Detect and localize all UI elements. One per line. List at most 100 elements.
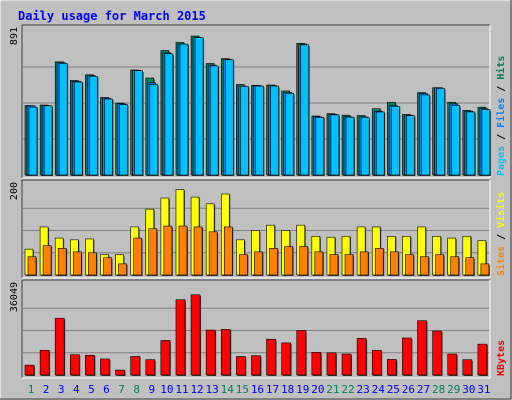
bar-hits-pages-day-23: [360, 117, 371, 176]
bar-kbytes-kbytes-day-16: [251, 355, 262, 376]
panel-hits-legend-item-4: Hits: [495, 56, 507, 80]
x-tick-label-day-8: 8: [133, 383, 140, 396]
bar-visits-sites-day-3: [57, 248, 68, 276]
bar-fill: [432, 330, 442, 376]
bar-hits-pages-day-3: [58, 63, 69, 176]
bar-fill: [447, 353, 458, 376]
panel-hits-legend-item-2: Files: [495, 98, 507, 128]
bar-fill: [88, 252, 97, 276]
bar-fill: [130, 356, 140, 376]
bar-fill: [462, 359, 473, 376]
bar-hits-pages-day-17: [270, 85, 280, 176]
bar-fill: [220, 329, 231, 376]
bar-fill: [175, 299, 186, 376]
bar-fill: [42, 245, 52, 276]
panel-visits-legend-item-2: Visits: [495, 192, 507, 228]
bar-visits-sites-day-14: [223, 226, 234, 276]
bar-fill: [405, 254, 414, 276]
bar-fill: [270, 85, 279, 176]
bar-fill: [341, 353, 352, 376]
x-tick-label-day-5: 5: [88, 383, 95, 396]
panel-visits-legend-item-0: Sites: [495, 246, 507, 276]
x-tick-label-day-18: 18: [281, 383, 294, 396]
bar-visits-sites-day-30: [465, 257, 475, 276]
bar-visits-sites-day-6: [103, 257, 113, 276]
bar-kbytes-kbytes-day-24: [371, 350, 383, 376]
panel-visits-max-label: 200: [9, 182, 20, 200]
bar-kbytes-kbytes-day-20: [311, 351, 322, 376]
bar-fill: [145, 359, 156, 376]
bar-fill: [115, 369, 125, 376]
bar-fill: [391, 106, 400, 176]
bar-fill: [417, 320, 427, 376]
bar-kbytes-kbytes-day-10: [160, 340, 171, 376]
bar-hits-pages-day-20: [315, 117, 325, 176]
panel-kbytes: 36049 KBytes: [9, 279, 507, 379]
bar-kbytes-kbytes-day-14: [220, 329, 232, 376]
bar-fill: [209, 65, 219, 176]
bar-kbytes-kbytes-day-26: [402, 337, 413, 376]
bar-kbytes-kbytes-day-2: [39, 350, 51, 376]
x-tick-label-day-24: 24: [372, 383, 386, 396]
bar-kbytes-kbytes-day-25: [387, 359, 398, 376]
bar-fill: [266, 338, 276, 376]
chart-panels: 891 Pages / Files / Hits 200 Sites / Visits…: [9, 24, 507, 379]
bar-kbytes-kbytes-day-3: [54, 317, 66, 376]
bar-visits-sites-day-24: [374, 248, 385, 276]
bar-fill: [73, 81, 83, 176]
bar-visits-sites-day-31: [480, 263, 490, 276]
x-tick-label-day-27: 27: [417, 383, 430, 396]
bar-fill: [299, 246, 309, 276]
bar-fill: [477, 343, 488, 376]
bar-kbytes-kbytes-day-15: [236, 356, 247, 376]
panel-kbytes-max-label: 36049: [9, 282, 20, 312]
bar-fill: [239, 254, 248, 276]
bar-visits-sites-day-21: [329, 254, 339, 276]
panel-hits-legend-item-1: /: [496, 128, 507, 146]
bar-kbytes-kbytes-day-4: [69, 354, 81, 376]
bar-visits-sites-day-2: [42, 245, 53, 276]
panel-hits-legend-item-0: Pages: [496, 146, 507, 176]
bar-kbytes-kbytes-day-22: [341, 353, 353, 376]
bar-hits-pages-day-16: [255, 85, 265, 176]
bar-fill: [57, 248, 67, 276]
bar-fill: [104, 98, 113, 176]
bar-hits-pages-day-21: [330, 114, 340, 176]
bar-kbytes-kbytes-day-31: [477, 343, 488, 376]
bar-fill: [480, 263, 490, 276]
x-tick-label-day-23: 23: [357, 383, 370, 396]
panel-kbytes-legend-item-0: KBytes: [496, 340, 507, 376]
x-tick-label-day-17: 17: [266, 383, 279, 396]
panel-hits-legend-item-3: /: [496, 80, 507, 98]
x-tick-label-day-3: 3: [58, 383, 65, 396]
bar-fill: [315, 117, 325, 176]
bar-fill: [27, 256, 37, 276]
bar-fill: [223, 226, 233, 276]
x-tick-label-day-2: 2: [43, 383, 50, 396]
bar-kbytes-kbytes-day-13: [205, 329, 217, 376]
bar-fill: [178, 225, 188, 276]
bar-fill: [208, 231, 218, 276]
x-tick-label-day-11: 11: [175, 383, 188, 396]
x-tick-label-day-16: 16: [251, 383, 264, 396]
bar-fill: [359, 251, 369, 276]
bar-fill: [281, 342, 291, 376]
x-tick-label-day-1: 1: [28, 383, 35, 396]
bar-visits-sites-day-4: [72, 251, 83, 276]
bar-hits-pages-day-5: [89, 76, 99, 176]
bar-hits-pages-day-9: [149, 84, 159, 176]
bar-visits-sites-day-1: [27, 256, 37, 276]
bar-fill: [89, 76, 98, 176]
panel-hits-max-label: 891: [9, 27, 20, 45]
bar-fill: [345, 116, 355, 176]
panel-visits: 200 Sites / Visits: [9, 179, 507, 279]
bar-visits-sites-day-29: [450, 256, 460, 276]
bar-hits-pages-day-25: [391, 106, 401, 176]
bar-fill: [224, 59, 234, 176]
bar-visits-sites-day-22: [344, 254, 355, 276]
bar-fill: [133, 237, 142, 276]
bar-hits-pages-day-28: [436, 88, 446, 176]
bar-visits-sites-day-12: [193, 226, 204, 276]
